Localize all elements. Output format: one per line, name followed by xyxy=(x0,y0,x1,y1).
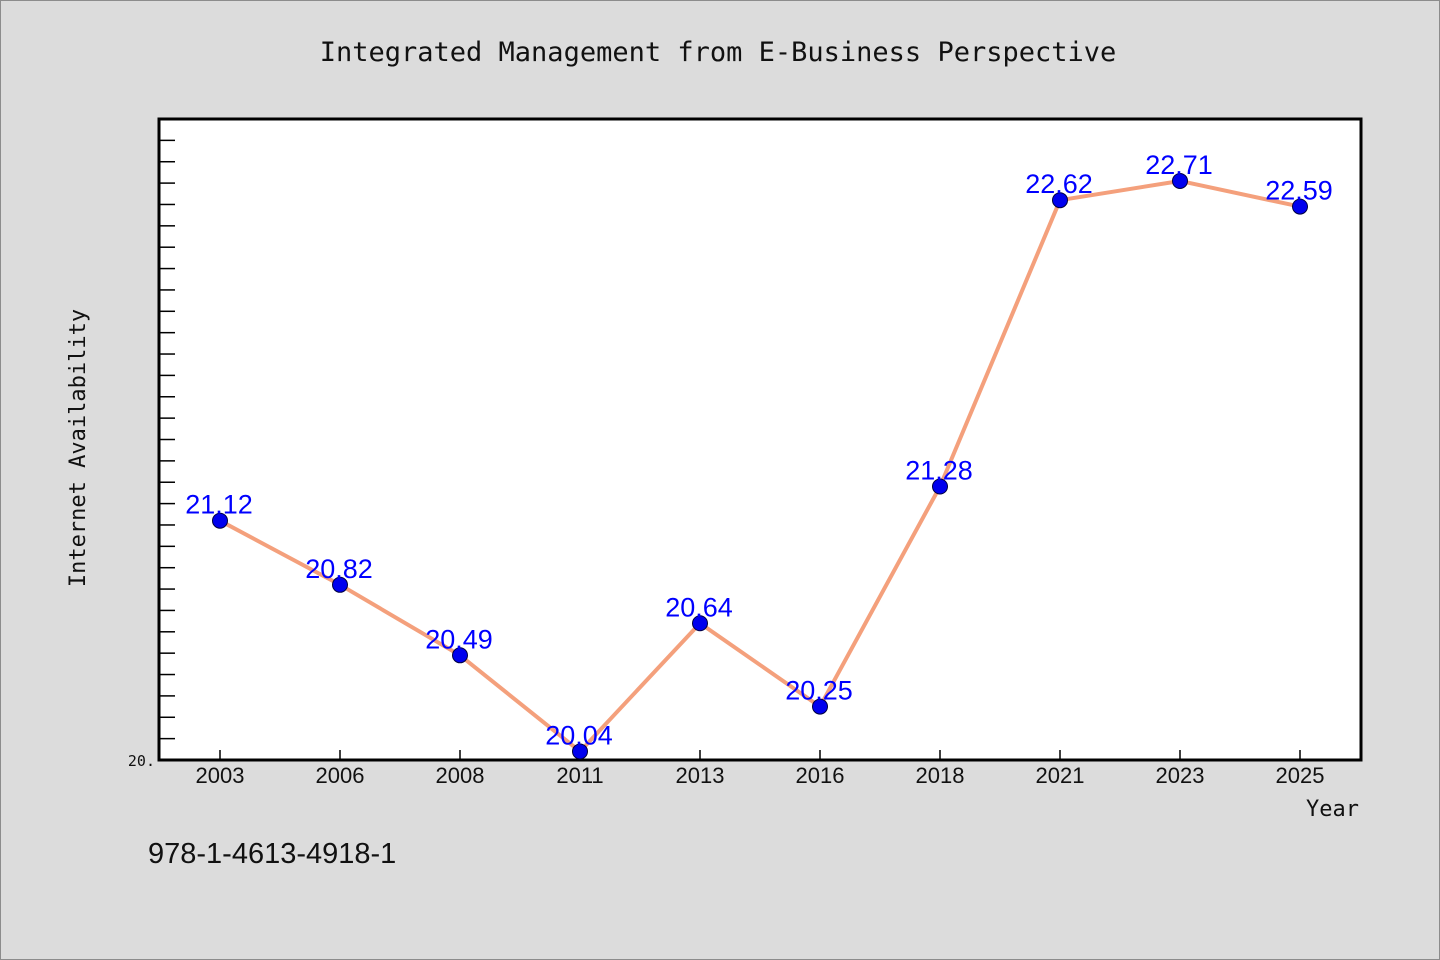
chart-title: Integrated Management from E-Business Pe… xyxy=(320,37,1117,68)
data-point xyxy=(812,698,828,715)
data-point xyxy=(1052,192,1068,209)
data-point xyxy=(1292,198,1308,215)
data-label: 22.62 xyxy=(1025,169,1093,199)
x-tick-label: 2023 xyxy=(1156,763,1205,788)
data-label: 21.28 xyxy=(905,456,973,486)
data-label: 20.64 xyxy=(665,592,733,622)
x-tick-label: 2006 xyxy=(316,763,365,788)
data-markers xyxy=(212,172,1308,760)
y-axis-ticks xyxy=(159,139,175,740)
x-tick-label: 2013 xyxy=(676,763,725,788)
data-point xyxy=(332,576,348,593)
plot-area xyxy=(157,117,1363,762)
x-tick-label: 2003 xyxy=(196,763,245,788)
series-line xyxy=(218,178,1302,754)
data-point xyxy=(692,615,708,632)
data-label: 22.59 xyxy=(1265,176,1333,206)
x-tick-label: 2016 xyxy=(796,763,845,788)
x-tick-label: 2008 xyxy=(436,763,485,788)
x-axis-ticks: 2003 2006 2008 2011 2013 2016 2018 2021 2023 2025 xyxy=(196,750,1325,788)
data-label: 20.25 xyxy=(785,676,853,706)
data-point xyxy=(1172,172,1188,189)
data-point xyxy=(572,743,588,760)
x-tick-label: 2025 xyxy=(1276,763,1325,788)
x-tick-label: 2018 xyxy=(916,763,965,788)
x-tick-label: 2021 xyxy=(1036,763,1085,788)
data-labels: 21.12 20.82 20.49 20.04 20.64 20.25 21.28 22.62… xyxy=(185,150,1333,750)
isbn-text: 978-1-4613-4918-1 xyxy=(148,838,396,870)
x-axis-label: Year xyxy=(1306,797,1359,822)
data-label: 20.49 xyxy=(425,624,493,654)
data-point xyxy=(212,512,228,529)
data-label: 20.82 xyxy=(305,554,373,584)
data-label: 20.04 xyxy=(545,720,613,750)
y-tick-label-min: 20. xyxy=(128,752,155,770)
series-line-group xyxy=(218,178,1302,754)
data-point xyxy=(452,647,468,664)
data-point xyxy=(932,478,948,495)
y-axis-label: Internet Availability xyxy=(66,309,91,587)
data-label: 22.71 xyxy=(1145,150,1213,180)
data-label: 21.12 xyxy=(185,490,253,520)
x-tick-label: 2011 xyxy=(556,763,603,788)
